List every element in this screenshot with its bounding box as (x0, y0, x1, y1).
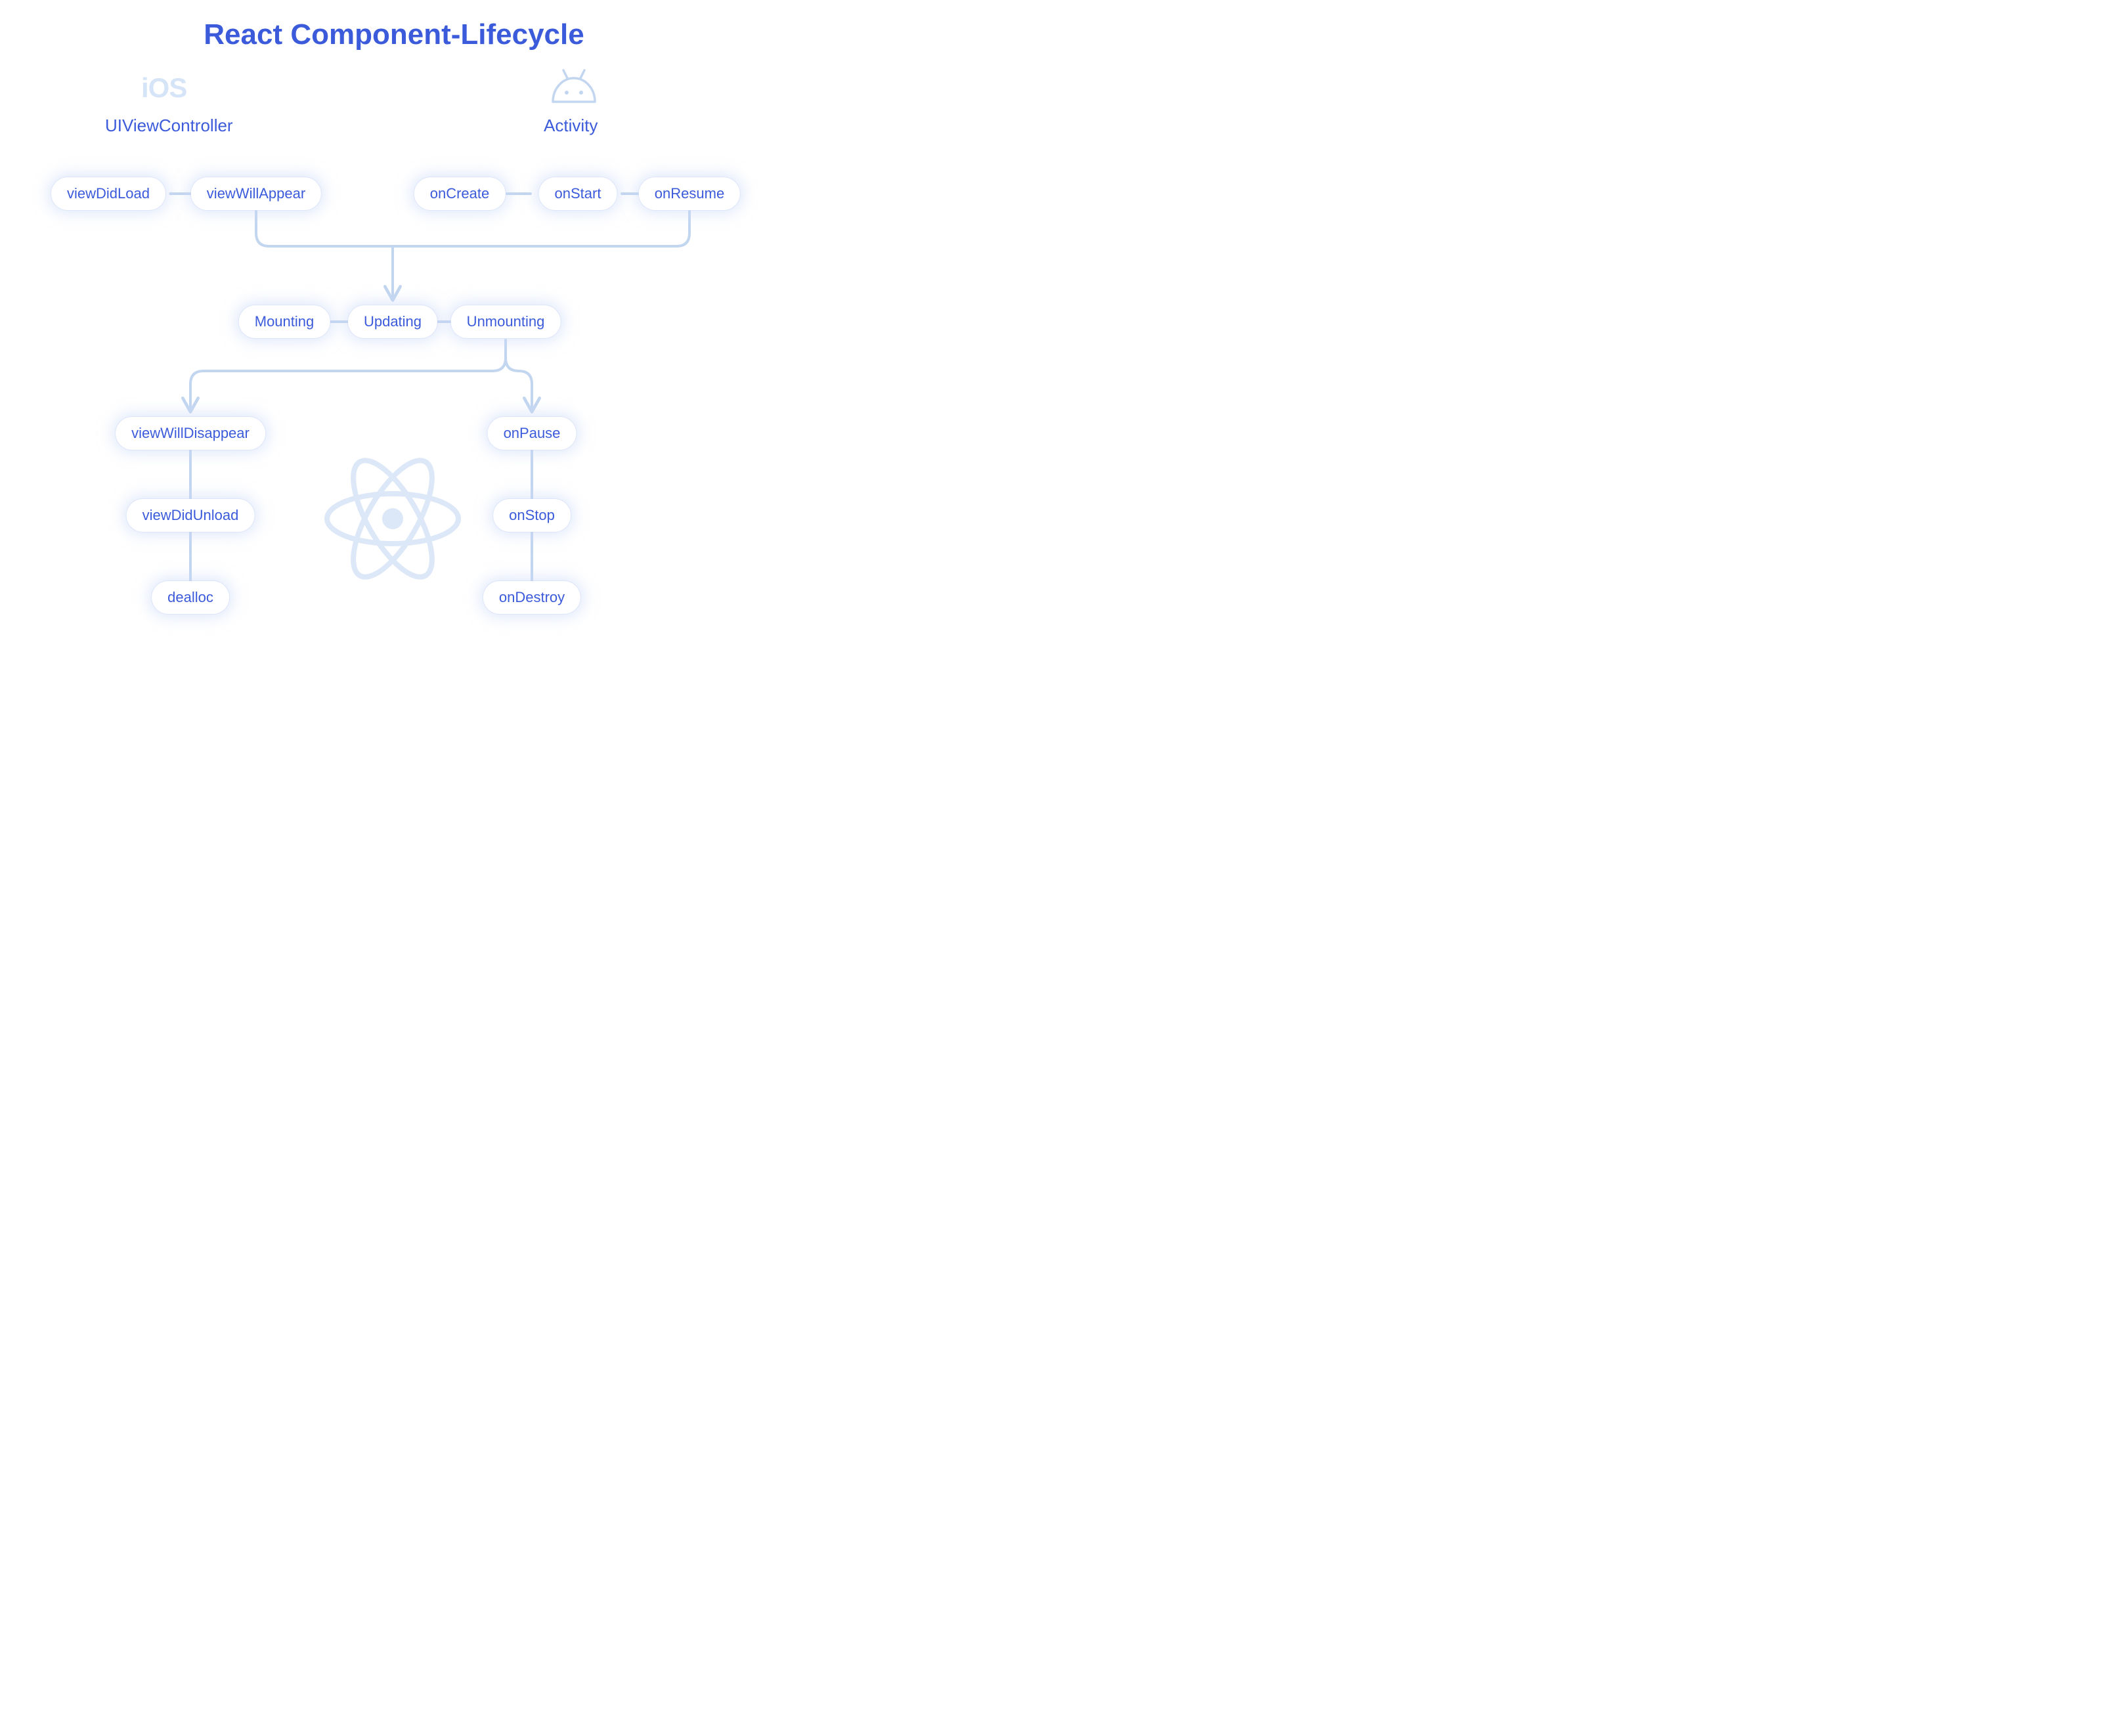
android-icon (550, 69, 598, 113)
diagram-canvas: React Component-Lifecycle iOS UIViewCont… (0, 0, 788, 646)
ios-heading: UIViewController (105, 116, 233, 136)
node-updating: Updating (348, 305, 437, 338)
node-viewdidunload: viewDidUnload (127, 499, 255, 532)
react-icon (320, 446, 465, 594)
ios-icon: iOS (141, 72, 186, 104)
node-viewdidload: viewDidLoad (51, 177, 165, 210)
node-ondestroy: onDestroy (483, 581, 580, 614)
android-heading: Activity (544, 116, 598, 136)
node-onresume: onResume (639, 177, 740, 210)
node-onpause: onPause (488, 417, 577, 450)
node-onstart: onStart (539, 177, 617, 210)
node-oncreate: onCreate (414, 177, 506, 210)
node-mounting: Mounting (239, 305, 330, 338)
node-dealloc: dealloc (152, 581, 229, 614)
node-viewwilldisappear: viewWillDisappear (116, 417, 265, 450)
node-unmounting: Unmounting (451, 305, 561, 338)
node-onstop: onStop (493, 499, 571, 532)
node-viewwillappear: viewWillAppear (191, 177, 321, 210)
page-title: React Component-Lifecycle (0, 18, 788, 51)
